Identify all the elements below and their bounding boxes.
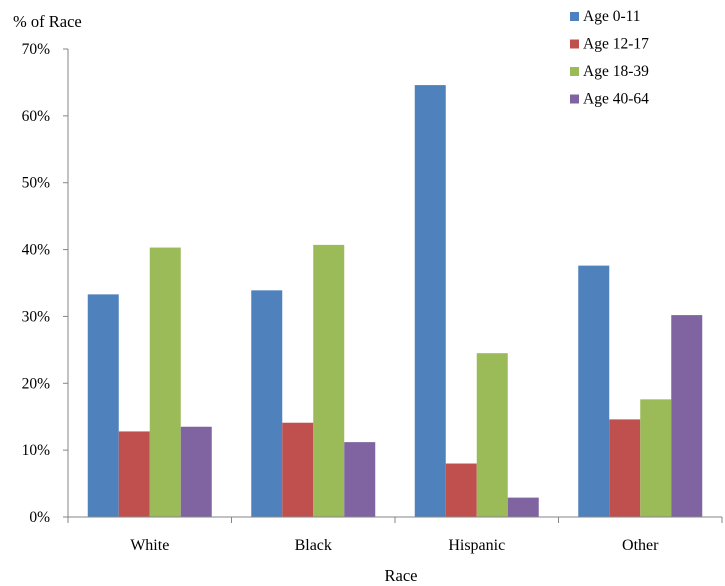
bar-age-18-39-other	[640, 399, 672, 517]
y-tick-label: 20%	[22, 375, 51, 392]
x-tick-label: Black	[295, 537, 332, 554]
x-tick-label: Hispanic	[448, 537, 505, 554]
bar-age-40-64-white	[180, 426, 212, 517]
y-tick-label: 10%	[22, 442, 51, 459]
bar-age-12-17-black	[282, 422, 314, 517]
bar-age-0-11-other	[578, 265, 610, 517]
legend-swatch	[570, 39, 579, 49]
y-tick-label: 70%	[22, 41, 51, 58]
legend-swatch	[570, 67, 579, 76]
bar-age-0-11-white	[87, 294, 119, 517]
bar-age-40-64-other	[671, 315, 703, 517]
bar-age-0-11-black	[251, 290, 283, 517]
x-tick-label: Other	[622, 537, 659, 554]
bar-age-18-39-black	[313, 244, 345, 518]
y-tick-label: 50%	[22, 175, 51, 192]
legend: Age 0-11 Age 12-17 Age 18-39 Age 40-64	[570, 8, 649, 108]
legend-label: Age 18-39	[583, 63, 649, 80]
x-tick-label: White	[130, 537, 169, 554]
bar-age-40-64-hispanic	[507, 497, 539, 517]
legend-swatch	[570, 12, 579, 21]
legend-swatch	[570, 94, 579, 104]
y-tick-label: 60%	[22, 108, 51, 125]
bar-age-18-39-hispanic	[476, 353, 508, 517]
y-tick-label: 0%	[29, 509, 50, 526]
bar-age-12-17-other	[609, 419, 641, 517]
bar-age-12-17-hispanic	[445, 463, 477, 517]
bar-age-40-64-black	[344, 442, 376, 517]
legend-label: Age 0-11	[583, 8, 641, 25]
legend-label: Age 40-64	[583, 91, 649, 108]
bar-age-0-11-hispanic	[414, 85, 446, 518]
y-axis-title: % of Race	[13, 12, 82, 31]
plot-area: 0% 10% 20% 30% 40% 50% 60% 70% White Black Hispani…	[22, 41, 723, 554]
y-tick-label: 40%	[22, 242, 51, 259]
y-tick-label: 30%	[22, 308, 51, 325]
bar-age-12-17-white	[118, 431, 150, 517]
x-axis-title: Race	[385, 566, 418, 585]
bar-age-18-39-white	[149, 247, 181, 517]
legend-label: Age 12-17	[583, 36, 649, 53]
